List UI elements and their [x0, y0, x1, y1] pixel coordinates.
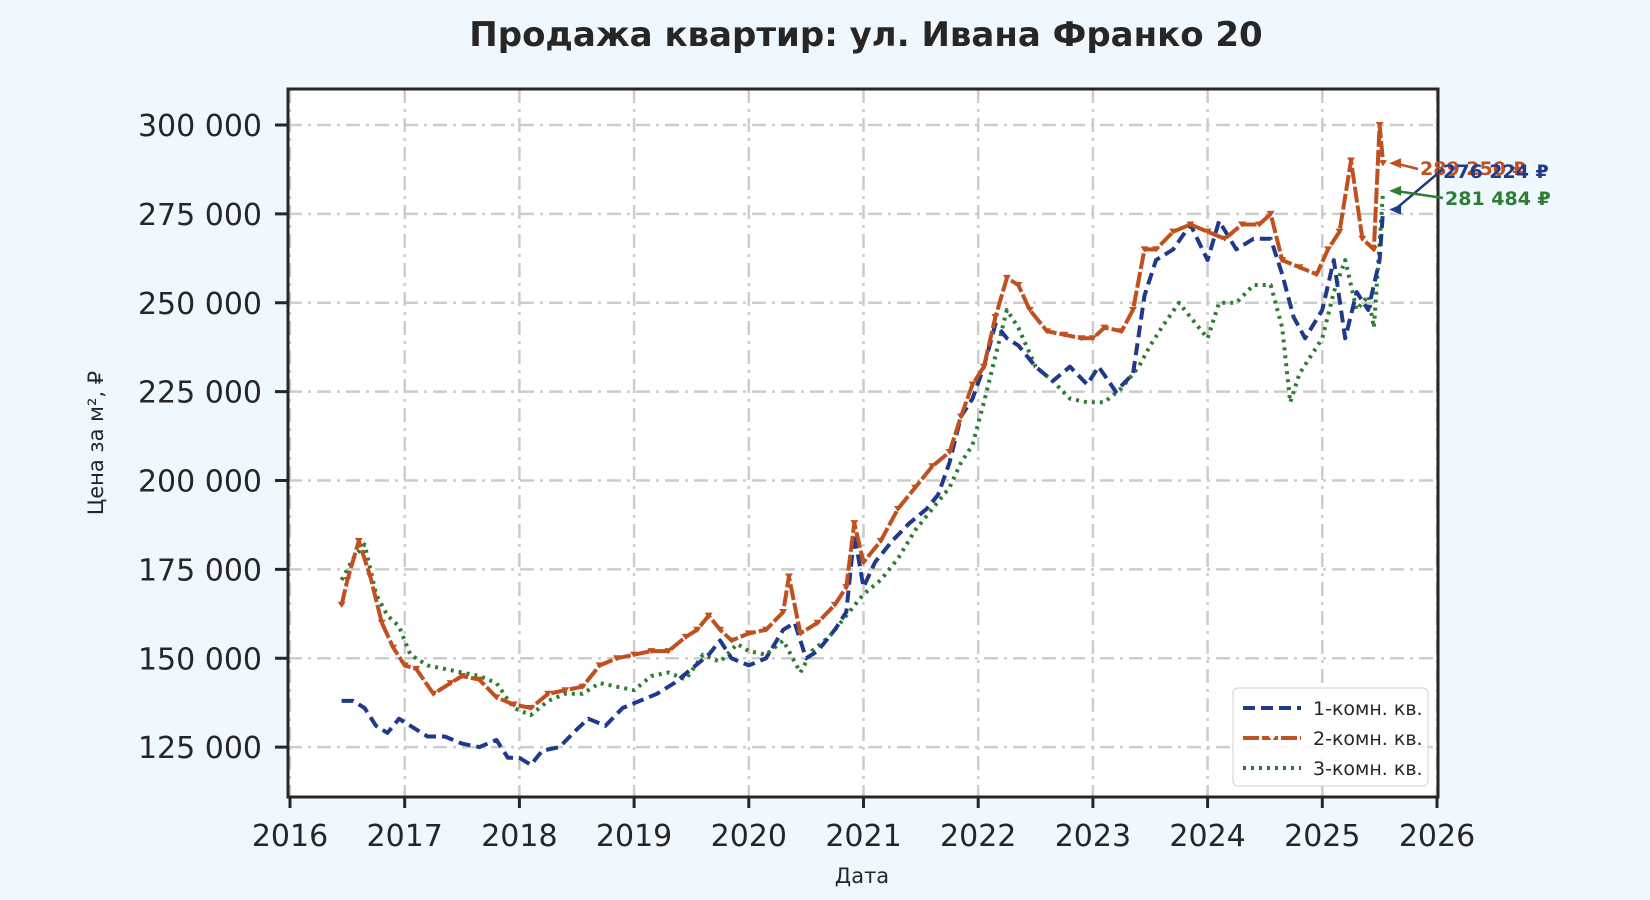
- y-tick-label: 300 000: [138, 109, 262, 144]
- x-tick-label: 2024: [1169, 819, 1245, 854]
- legend-item-label: 3-комн. кв.: [1313, 758, 1423, 780]
- last-value-annotations: 289 250 ₽276 224 ₽ 281 484 ₽: [1389, 158, 1551, 215]
- data-series: [337, 122, 1388, 767]
- x-tick-label: 2021: [825, 819, 901, 854]
- x-axis-label: Дата: [835, 864, 889, 888]
- x-tick-label: 2022: [940, 819, 1016, 854]
- x-tick-label: 2020: [711, 819, 787, 854]
- x-tick-label: 2026: [1399, 819, 1475, 854]
- annotation-label: 276 224 ₽: [1443, 161, 1549, 183]
- annotation-label: 289 250 ₽: [1420, 158, 1526, 180]
- x-tick-label: 2018: [481, 819, 557, 854]
- x-tick-label: 2023: [1055, 819, 1131, 854]
- y-axis-label: Цена за м², ₽: [84, 371, 108, 515]
- x-tick-label: 2025: [1284, 819, 1360, 854]
- series-line: [339, 123, 1386, 710]
- y-tick-label: 225 000: [138, 376, 262, 411]
- y-tick-label: 250 000: [138, 287, 262, 322]
- legend: 1-комн. кв. 2-комн. кв. 3-комн. кв.: [1232, 687, 1429, 787]
- x-tick-label: 2017: [367, 819, 443, 854]
- y-tick-label: 150 000: [138, 642, 262, 677]
- y-tick-label: 275 000: [138, 198, 262, 233]
- legend-item-label: 2-комн. кв.: [1313, 728, 1423, 750]
- y-tick-label: 200 000: [138, 465, 262, 500]
- x-tick-label: 2016: [252, 819, 328, 854]
- y-axis: 125 000 150 000 175 000 200 000 225 000 250 0…: [138, 109, 288, 766]
- x-axis: 2016 2017 2018 2019 2020 2021 2022 2023 2024 2025…: [252, 797, 1475, 854]
- y-tick-label: 175 000: [138, 553, 262, 588]
- legend-item-label: 1-комн. кв.: [1313, 698, 1423, 720]
- chart-title: Продажа квартир: ул. Ивана Франко 20: [469, 15, 1262, 55]
- annotation-label: 281 484 ₽: [1445, 188, 1551, 210]
- y-tick-label: 125 000: [138, 731, 262, 766]
- x-tick-label: 2019: [596, 819, 672, 854]
